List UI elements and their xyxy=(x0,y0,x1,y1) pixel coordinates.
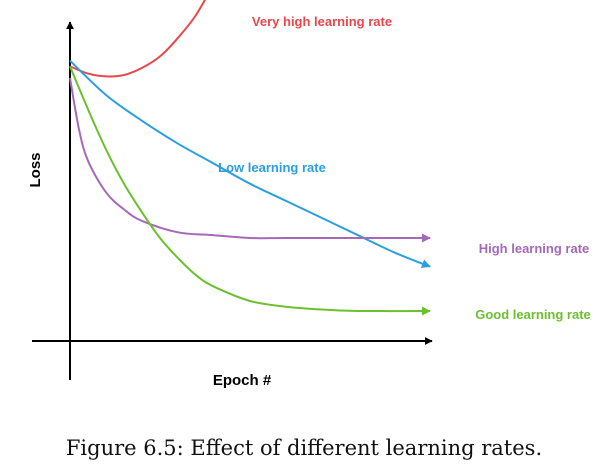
series-label-low-learning-rate: Low learning rate xyxy=(218,160,326,175)
x-axis-title: Epoch # xyxy=(213,372,272,389)
series-line-low-learning-rate xyxy=(69,59,431,268)
series-line-very-high-learning-rate xyxy=(69,0,207,78)
series-label-very-high-learning-rate: Very high learning rate xyxy=(252,14,392,29)
series-layer: Very high learning rate Low learning rate… xyxy=(69,0,591,322)
series-line-high-learning-rate xyxy=(69,77,431,243)
series-label-high-learning-rate: High learning rate xyxy=(479,241,590,256)
series-line-good-learning-rate xyxy=(69,66,431,316)
y-axis-title: Loss xyxy=(27,152,44,187)
figure-caption: Figure 6.5: Effect of different learning… xyxy=(65,436,543,460)
series-label-good-learning-rate: Good learning rate xyxy=(475,307,591,322)
